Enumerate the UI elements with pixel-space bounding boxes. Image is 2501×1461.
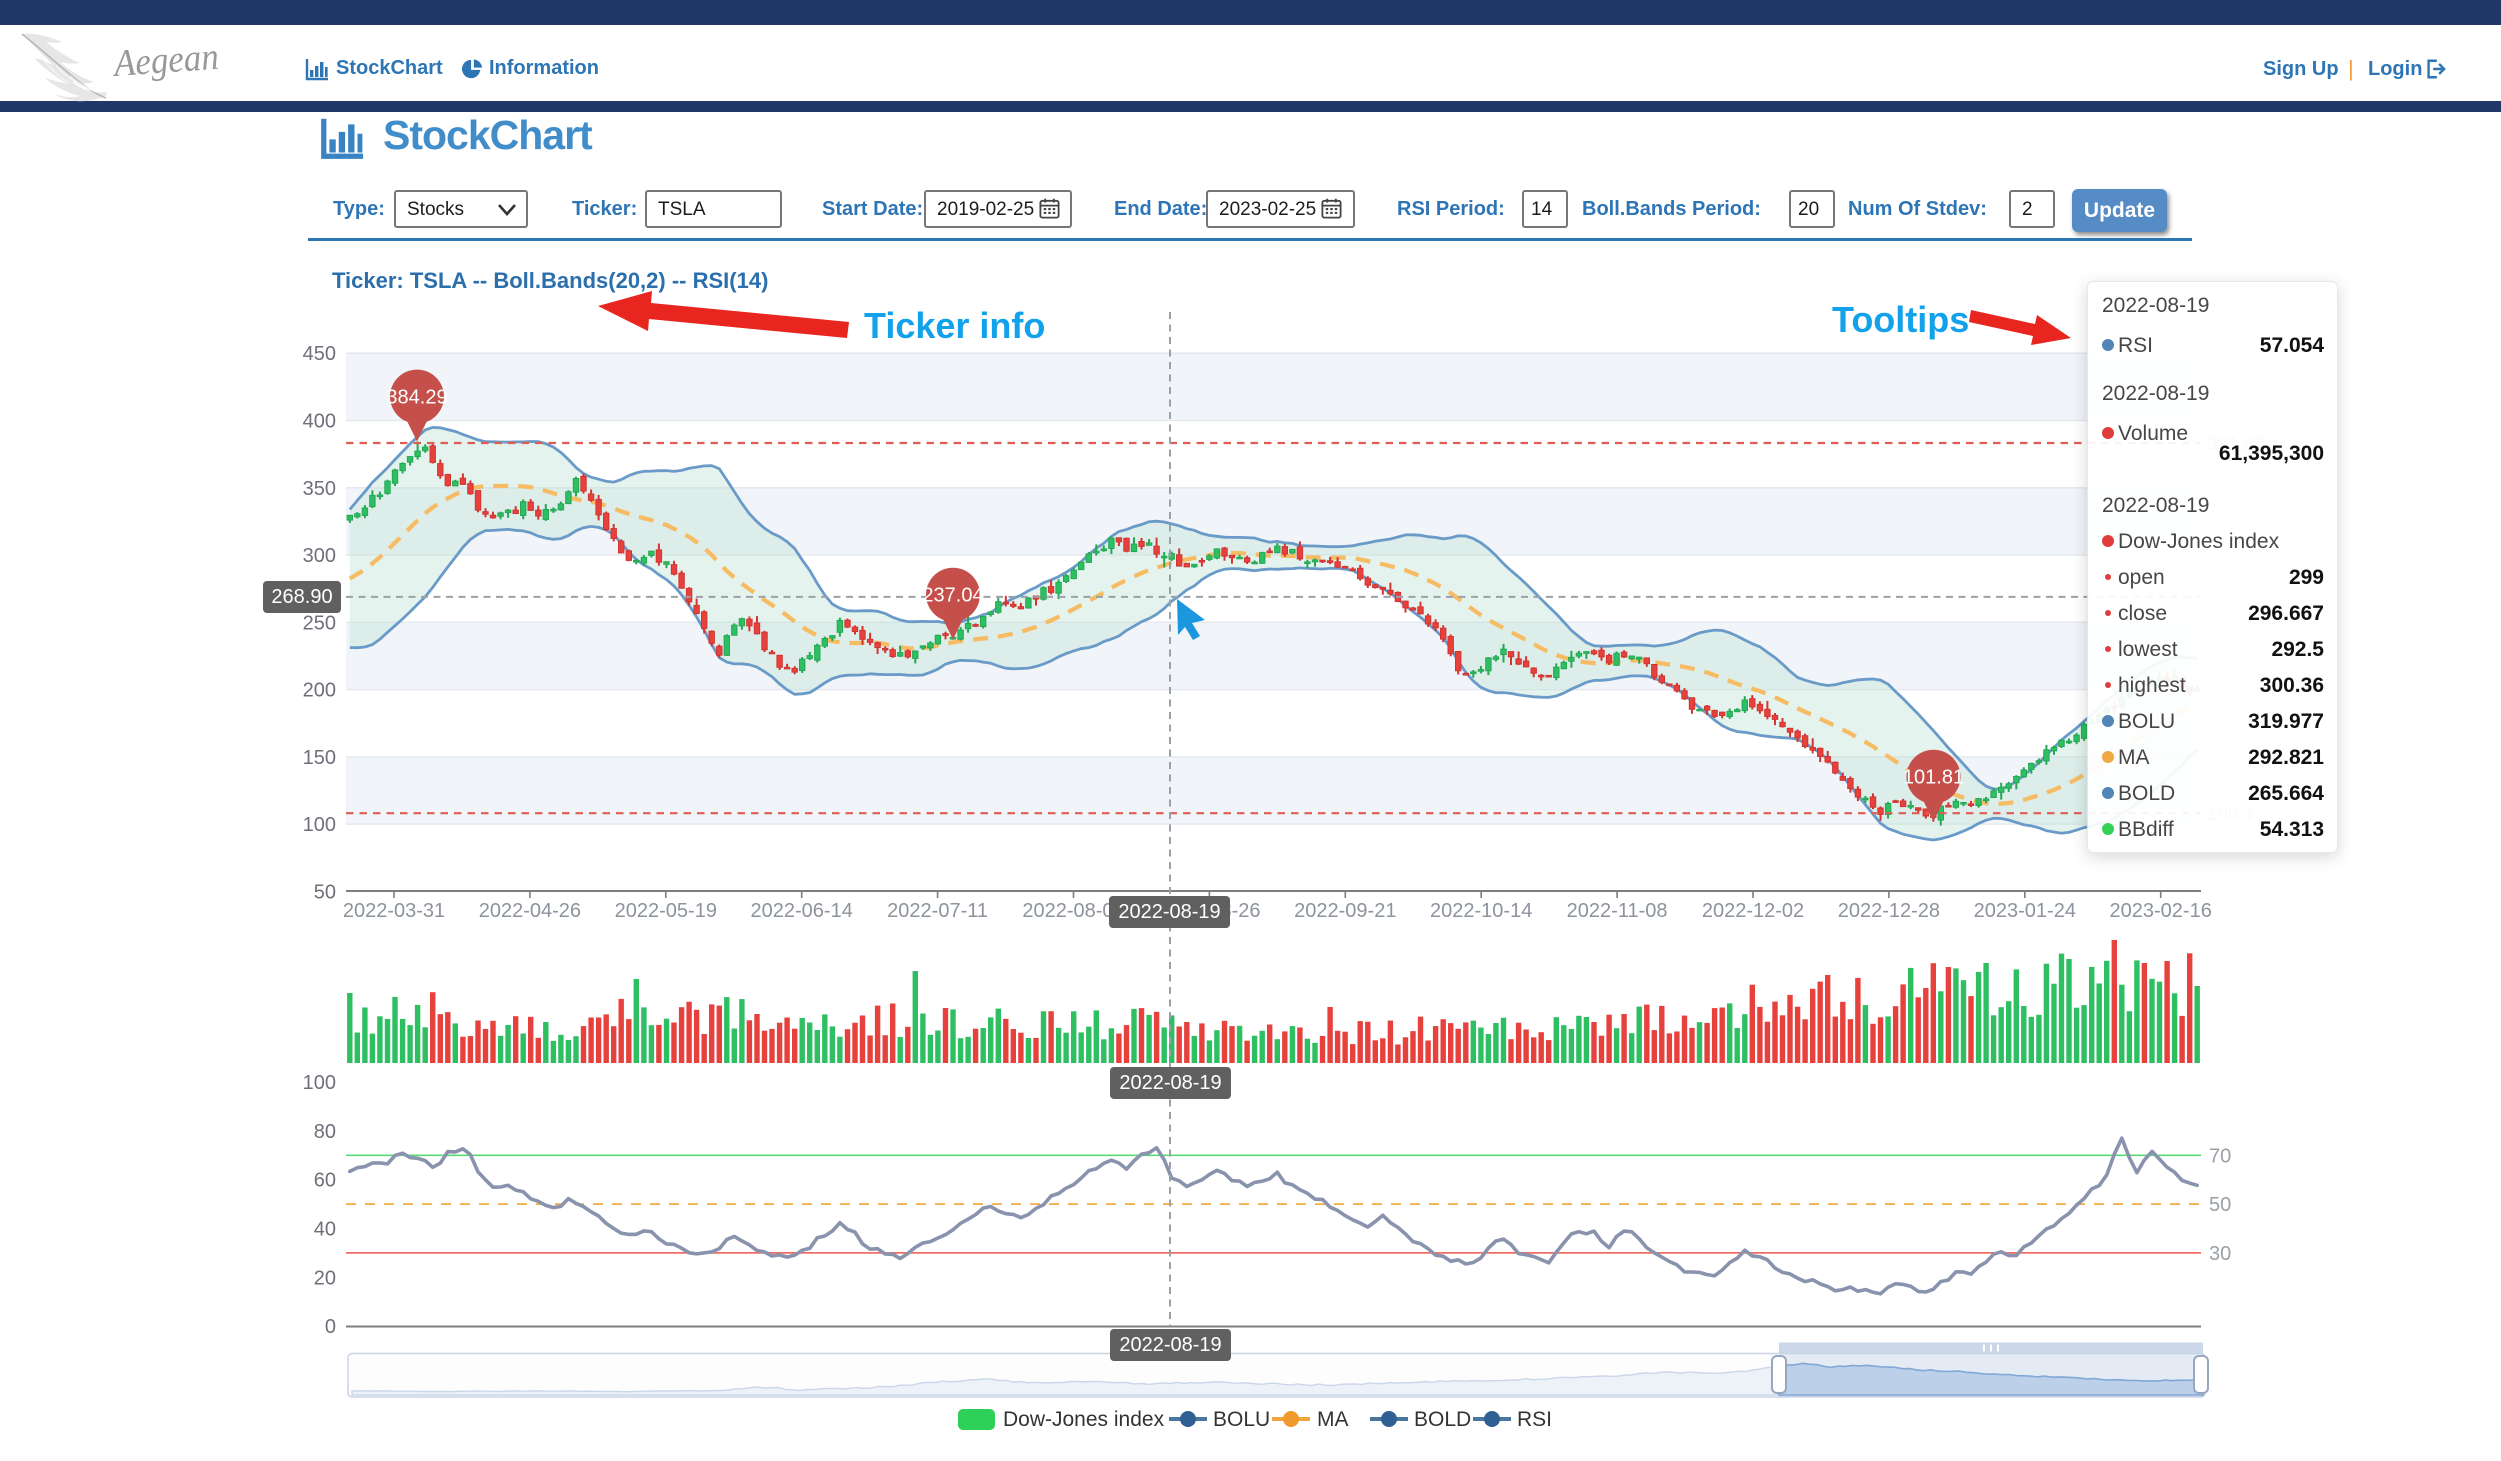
svg-text:101.81: 101.81 <box>1903 767 1964 789</box>
svg-text:70: 70 <box>2209 1145 2231 1167</box>
svg-text:2022-03-31: 2022-03-31 <box>343 900 445 922</box>
svg-text:100: 100 <box>303 814 336 836</box>
svg-text:0: 0 <box>325 1316 336 1338</box>
svg-text:2023-01-24: 2023-01-24 <box>1974 900 2076 922</box>
svg-text:80: 80 <box>314 1121 336 1143</box>
svg-text:2022-12-28: 2022-12-28 <box>1838 900 1940 922</box>
svg-text:2022-12-02: 2022-12-02 <box>1702 900 1804 922</box>
svg-text:20: 20 <box>314 1267 336 1289</box>
svg-text:100: 100 <box>303 1072 336 1094</box>
svg-text:2022-10-14: 2022-10-14 <box>1430 900 1532 922</box>
svg-text:2022-07-11: 2022-07-11 <box>887 900 988 922</box>
svg-text:2022-08-04: 2022-08-04 <box>1022 900 1124 922</box>
svg-text:40: 40 <box>314 1219 336 1241</box>
svg-text:200: 200 <box>303 680 336 702</box>
svg-text:2022-06-14: 2022-06-14 <box>751 900 853 922</box>
svg-text:300: 300 <box>303 545 336 567</box>
svg-text:2022-11-08: 2022-11-08 <box>1567 900 1668 922</box>
svg-text:2022-09-21: 2022-09-21 <box>1294 900 1396 922</box>
svg-text:2023-02-16: 2023-02-16 <box>2110 900 2212 922</box>
svg-text:50: 50 <box>314 881 336 903</box>
svg-text:450: 450 <box>303 343 336 365</box>
svg-text:2022-05-19: 2022-05-19 <box>615 900 717 922</box>
svg-text:30: 30 <box>2209 1243 2231 1265</box>
svg-text:2022-04-26: 2022-04-26 <box>479 900 581 922</box>
svg-text:237.04: 237.04 <box>922 585 983 607</box>
svg-text:50: 50 <box>2209 1194 2231 1216</box>
svg-text:250: 250 <box>303 612 336 634</box>
svg-text:384.29: 384.29 <box>386 387 447 409</box>
svg-text:400: 400 <box>303 411 336 433</box>
svg-text:150: 150 <box>303 747 336 769</box>
svg-text:60: 60 <box>314 1170 336 1192</box>
svg-text:350: 350 <box>303 478 336 500</box>
